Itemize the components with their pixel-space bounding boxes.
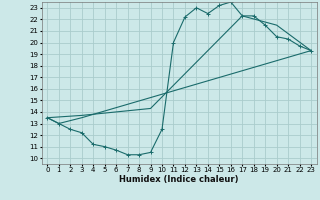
X-axis label: Humidex (Indice chaleur): Humidex (Indice chaleur) (119, 175, 239, 184)
